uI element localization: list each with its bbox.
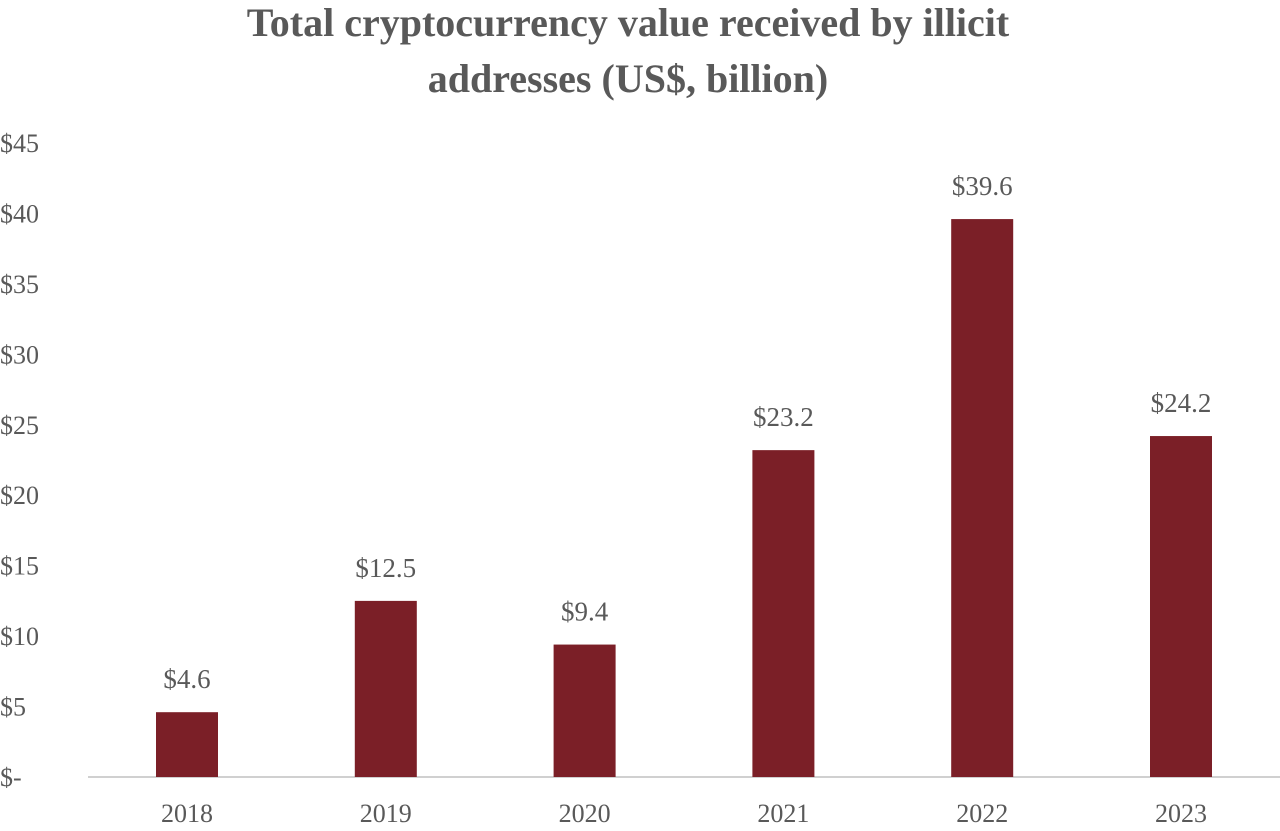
bar-2023 (1150, 436, 1212, 777)
x-tick-label: 2023 (1155, 799, 1207, 828)
y-tick-label: $25 (0, 411, 39, 440)
chart-title-line-2: addresses (US$, billion) (428, 56, 828, 101)
y-tick-label: $20 (0, 481, 39, 510)
x-tick-label: 2022 (956, 799, 1008, 828)
data-label: $4.6 (163, 664, 210, 694)
bar-2022 (951, 219, 1014, 777)
x-tick-label: 2020 (559, 799, 611, 828)
bars: $4.6 $12.5 $9.4 $23.2 $39.6 $24.2 (156, 171, 1212, 777)
y-axis: $- $5 $10 $15 $20 $25 $30 $35 $40 $45 (0, 129, 39, 792)
y-tick-label: $35 (0, 270, 39, 299)
y-tick-label: $45 (0, 129, 39, 158)
x-tick-label: 2021 (757, 799, 809, 828)
bar-2018 (156, 712, 218, 777)
data-label: $39.6 (952, 171, 1013, 201)
x-axis: 2018 2019 2020 2021 2022 2023 (161, 799, 1207, 828)
y-tick-label: $30 (0, 340, 39, 369)
chart-title-line-1: Total cryptocurrency value received by i… (247, 0, 1010, 45)
y-tick-label: $- (0, 763, 22, 792)
y-tick-label: $10 (0, 622, 39, 651)
y-tick-label: $40 (0, 199, 39, 228)
bar-2019 (354, 600, 417, 777)
bar-2021 (752, 450, 815, 777)
data-label: $9.4 (561, 597, 609, 627)
y-tick-label: $15 (0, 552, 39, 581)
y-tick-label: $5 (0, 693, 26, 722)
bar-2020 (553, 644, 616, 777)
data-label: $23.2 (753, 402, 814, 432)
x-tick-label: 2018 (161, 799, 213, 828)
x-tick-label: 2019 (360, 799, 412, 828)
data-label: $12.5 (355, 553, 416, 583)
data-label: $24.2 (1151, 388, 1212, 418)
